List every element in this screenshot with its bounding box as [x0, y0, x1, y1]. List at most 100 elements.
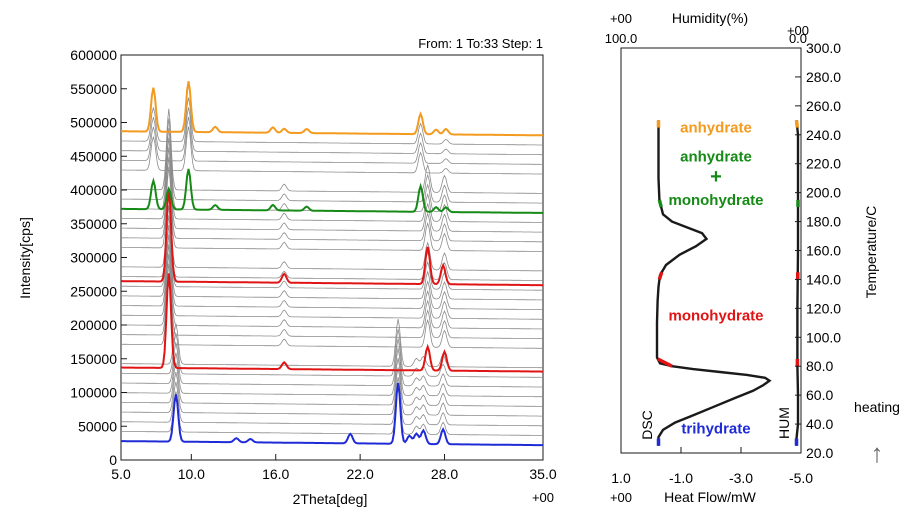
dsc-y-tick-label: 140.0 — [806, 271, 841, 287]
xrd-scan-trace — [121, 367, 543, 417]
heating-note: heating — [854, 399, 900, 415]
dsc-curves — [655, 120, 800, 446]
phase-marker — [794, 120, 800, 128]
xrd-x-tick-label: 22.0 — [347, 466, 374, 482]
dsc-x-tick-label: 1.0 — [611, 470, 631, 486]
xrd-scan-trace — [121, 338, 544, 388]
dsc-plot-frame — [620, 47, 802, 454]
xrd-x-tick-label: 35.0 — [529, 466, 556, 482]
xrd-scan-trace — [121, 215, 543, 301]
xrd-scan-trace — [121, 224, 543, 310]
dsc-x-tick-label: -3.0 — [729, 470, 753, 486]
phase-marker — [657, 199, 663, 208]
dsc-y-tick-label: 220.0 — [806, 156, 841, 172]
xrd-highlighted-trace — [121, 273, 543, 373]
dsc-y-tick-label: 40.0 — [806, 416, 833, 432]
dsc-x-suffix: +00 — [610, 490, 632, 505]
xrd-highlighted-trace — [121, 168, 544, 214]
xrd-x-tick-label: 10.0 — [178, 466, 205, 482]
xrd-y-tick-label: 300000 — [70, 250, 117, 266]
xrd-y-tick-label: 250000 — [70, 283, 117, 299]
xrd-scan-trace — [121, 195, 544, 281]
xrd-y-tick-label: 400000 — [70, 182, 117, 198]
dsc-y-tick-label: 240.0 — [806, 127, 841, 143]
heating-arrow-icon: ↑ — [871, 438, 884, 468]
xrd-scan-trace — [121, 386, 543, 436]
humidity-axis-label: Humidity(%) — [672, 10, 748, 26]
dsc-y-axis: 20.0 40.0 60.0 80.0 100.0 120.0 140.0 160.0 180.… — [795, 40, 841, 461]
dsc-y-tick-label: 180.0 — [806, 214, 841, 230]
dsc-y-tick-label: 260.0 — [806, 98, 841, 114]
phase-annotation: monohydrate — [668, 308, 763, 325]
humidity-left-suffix: +00 — [610, 11, 632, 26]
xrd-y-tick-label: 0 — [109, 452, 117, 468]
xrd-highlighted-trace — [121, 382, 543, 447]
dsc-y-tick-label: 300.0 — [806, 40, 841, 56]
xrd-y-axis: 0 50000 100000 150000 200000 250000 300000 3500… — [70, 47, 127, 468]
xrd-scan-trace — [121, 263, 543, 349]
dsc-y-tick-label: 100.0 — [806, 329, 841, 345]
xrd-scan-trace — [121, 328, 543, 378]
xrd-header-text: From: 1 To:33 Step: 1 — [418, 36, 543, 51]
xrd-y-axis-label: Intensity[cps] — [17, 217, 33, 299]
dsc-x-axis-label: Heat Flow/mW — [664, 489, 757, 505]
xrd-y-tick-label: 500000 — [70, 115, 117, 131]
xrd-x-axis: 5.0 10.0 16.0 22.0 28.0 35.0 — [111, 454, 557, 482]
dsc-chart: 20.0 40.0 60.0 80.0 100.0 120.0 140.0 160.0 180.… — [605, 10, 879, 505]
xrd-scan-trace — [120, 319, 543, 369]
humidity-right-suffix: +00 — [787, 23, 809, 38]
humidity-left-tick: 100.0 — [605, 31, 638, 46]
xrd-scan-trace — [121, 357, 543, 407]
xrd-y-tick-label: 350000 — [70, 216, 117, 232]
xrd-y-tick-label: 50000 — [78, 418, 117, 434]
xrd-scan-trace — [120, 118, 543, 204]
xrd-scan-trace — [121, 254, 543, 339]
dsc-x-tick-label: -1.0 — [669, 470, 693, 486]
xrd-scan-trace — [121, 157, 543, 243]
phase-annotation: + — [710, 166, 722, 188]
dsc-y-tick-label: 160.0 — [806, 243, 841, 259]
xrd-scan-trace — [121, 244, 543, 330]
dsc-y-tick-label: 200.0 — [806, 185, 841, 201]
phase-annotation: monohydrate — [668, 192, 763, 209]
phase-marker — [657, 357, 673, 368]
xrd-scan-trace — [121, 186, 543, 272]
xrd-scan-trace — [120, 107, 543, 156]
xrd-y-tick-label: 550000 — [70, 81, 117, 97]
xrd-x-tick-label: 28.0 — [431, 466, 458, 482]
xrd-scan-trace — [121, 147, 543, 233]
phase-marker — [657, 271, 664, 280]
xrd-y-tick-label: 600000 — [70, 47, 117, 63]
dsc-curve-label: DSC — [639, 410, 655, 440]
hum-curve-label: HUM — [776, 407, 792, 439]
dsc-y-axis-label: Temperature/C — [863, 206, 879, 299]
xrd-highlighted-trace — [121, 188, 543, 287]
dsc-y-tick-label: 20.0 — [806, 445, 833, 461]
xrd-chart: 0 50000 100000 150000 200000 250000 300000 3500… — [17, 36, 557, 507]
dsc-series-line — [655, 120, 772, 446]
xrd-scan-trace — [121, 117, 543, 165]
xrd-y-tick-label: 100000 — [70, 385, 117, 401]
xrd-x-axis-label: 2Theta[deg] — [293, 491, 368, 507]
xrd-scan-trace — [121, 348, 543, 398]
xrd-x-suffix: +00 — [532, 490, 554, 505]
xrd-y-tick-label: 150000 — [70, 351, 117, 367]
xrd-y-tick-label: 450000 — [70, 148, 117, 164]
dsc-y-tick-label: 80.0 — [806, 358, 833, 374]
xrd-scan-trace — [121, 377, 543, 427]
xrd-y-tick-label: 200000 — [70, 317, 117, 333]
xrd-scan-trace — [121, 166, 543, 252]
dsc-y-tick-label: 120.0 — [806, 300, 841, 316]
xrd-scan-trace — [121, 137, 544, 223]
xrd-scan-trace — [121, 234, 543, 320]
xrd-x-tick-label: 16.0 — [262, 466, 289, 482]
dsc-x-axis: 1.0 -1.0 -3.0 -5.0 — [611, 447, 813, 486]
xrd-traces — [120, 81, 544, 447]
phase-annotation: anhydrate — [680, 120, 752, 137]
phase-annotation: anhydrate — [680, 148, 752, 165]
dsc-y-tick-label: 60.0 — [806, 387, 833, 403]
xrd-scan-trace — [121, 97, 543, 146]
dsc-series-line — [795, 120, 800, 446]
dsc-annotations: anhydrateanhydrate+monohydratemonohydrat… — [668, 120, 763, 438]
